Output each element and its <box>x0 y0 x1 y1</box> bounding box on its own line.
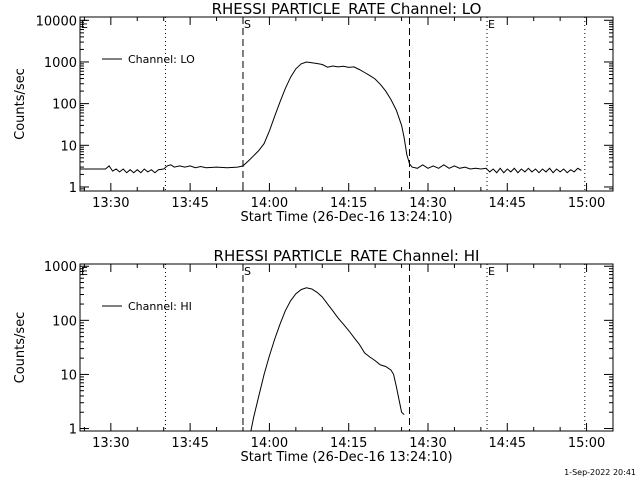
chart-title: RHESSI PARTICLE_RATE Channel: LO <box>212 0 482 19</box>
panel-lo: E S E 13:30 13:45 14:00 14:15 14:30 14:45 15:00 1 1… <box>13 0 614 225</box>
event-marker-label: E <box>488 18 495 31</box>
y-tick-label: 10000 <box>36 14 77 29</box>
y-tick-label: 10 <box>60 139 77 154</box>
plot-frame <box>79 263 614 432</box>
event-marker-label: E <box>81 18 88 31</box>
x-tick-label: 13:30 <box>92 436 129 451</box>
event-marker-label: E <box>81 265 88 278</box>
series-line-lo <box>80 61 582 174</box>
x-tick-label: 15:00 <box>568 196 605 211</box>
x-tick-label: 14:00 <box>251 196 288 211</box>
x-tick-label: 14:15 <box>330 436 367 451</box>
plot-timestamp: 1-Sep-2022 20:41 <box>564 468 636 477</box>
x-tick-label: 13:30 <box>92 196 129 211</box>
x-tick-label: 14:00 <box>251 436 288 451</box>
y-tick-label: 1 <box>69 423 77 438</box>
x-tick-label: 14:30 <box>409 196 446 211</box>
legend-entry: Channel: HI <box>128 300 192 313</box>
series-line-hi <box>250 287 405 432</box>
y-tick-label: 1 <box>69 181 77 196</box>
legend-entry: Channel: LO <box>128 53 195 66</box>
x-tick-label: 14:45 <box>489 436 526 451</box>
x-tick-label: 13:45 <box>171 436 208 451</box>
x-tick-label: 15:00 <box>568 436 605 451</box>
x-axis-label: Start Time (26-Dec-16 13:24:10) <box>240 210 452 225</box>
y-tick-label: 100 <box>52 314 77 329</box>
x-tick-label: 14:45 <box>489 196 526 211</box>
y-tick-label: 1000 <box>44 56 77 71</box>
y-tick-label: 1000 <box>44 260 77 275</box>
x-tick-label: 13:45 <box>171 196 208 211</box>
x-tick-label: 14:15 <box>330 196 367 211</box>
event-marker-label: S <box>244 265 251 278</box>
event-marker-label: S <box>244 18 251 31</box>
y-axis-label: Counts/sec <box>13 68 28 140</box>
event-marker-label: E <box>488 265 495 278</box>
panel-hi: E S E 13:30 13:45 14:00 14:15 14:30 14:45 15:00 1 1… <box>13 247 614 465</box>
y-tick-label: 100 <box>52 98 77 113</box>
y-axis-label: Counts/sec <box>13 312 28 384</box>
y-tick-label: 10 <box>60 368 77 383</box>
plot-frame <box>79 16 614 192</box>
x-tick-label: 14:30 <box>409 436 446 451</box>
chart-title: RHESSI PARTICLE_RATE Channel: HI <box>214 247 480 266</box>
x-axis-label: Start Time (26-Dec-16 13:24:10) <box>240 450 452 465</box>
